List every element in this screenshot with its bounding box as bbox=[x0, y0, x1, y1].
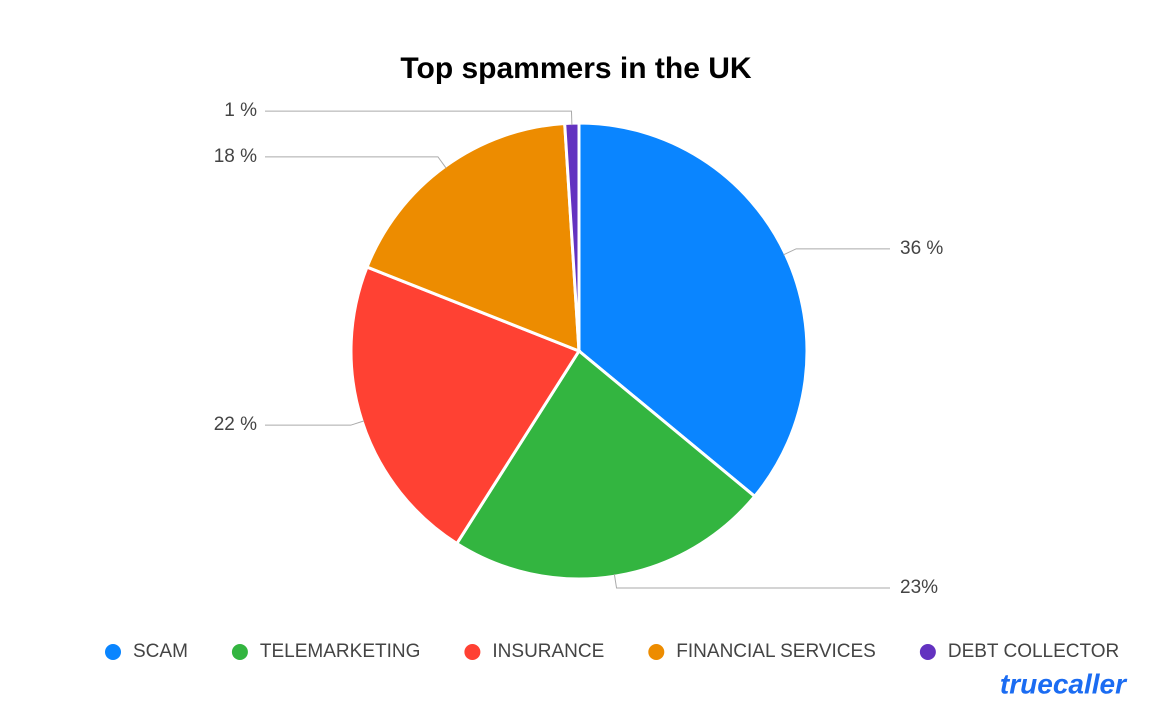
legend-marker bbox=[464, 644, 481, 660]
legend-marker bbox=[919, 644, 936, 660]
legend-label: DEBT COLLECTOR bbox=[948, 641, 1119, 662]
leader-line bbox=[265, 420, 365, 426]
legend-marker bbox=[231, 644, 248, 660]
leader-line bbox=[265, 110, 573, 126]
data-label: 36 % bbox=[900, 238, 943, 259]
data-label: 23% bbox=[900, 577, 938, 598]
legend-marker bbox=[648, 644, 665, 660]
leader-line bbox=[783, 248, 890, 256]
data-label: 18 % bbox=[214, 146, 257, 167]
legend-label: SCAM bbox=[133, 641, 188, 662]
legend-marker bbox=[105, 644, 121, 660]
legend-label: TELEMARKETING bbox=[260, 641, 420, 662]
logo: truecaller bbox=[1000, 668, 1128, 699]
data-label: 1 % bbox=[224, 100, 257, 121]
legend-label: FINANCIAL SERVICES bbox=[676, 641, 876, 662]
data-label: 22 % bbox=[214, 414, 257, 435]
leader-line bbox=[613, 574, 890, 589]
leader-line bbox=[265, 156, 447, 169]
chart-title: Top spammers in the UK bbox=[400, 52, 752, 85]
legend-label: INSURANCE bbox=[492, 641, 604, 662]
